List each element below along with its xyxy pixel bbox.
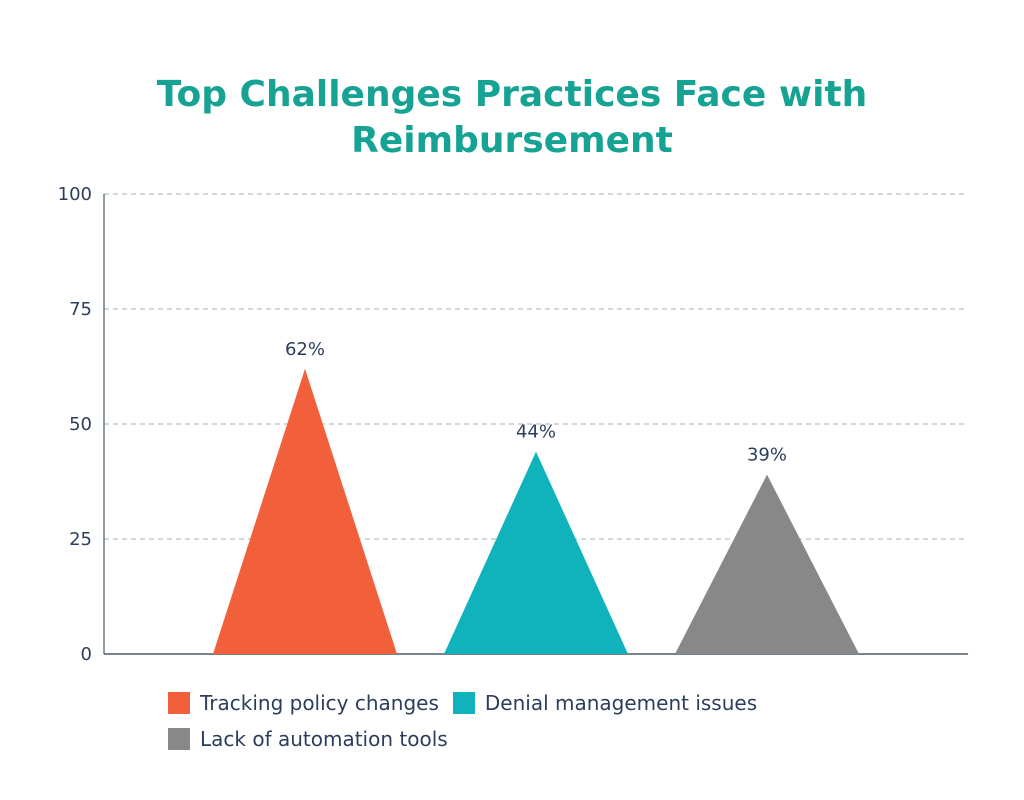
bar-2 — [675, 474, 859, 654]
legend-item-denial-management-issues: Denial management issues — [452, 690, 758, 716]
legend-label: Denial management issues — [484, 691, 758, 715]
legend-item-lack-of-automation-tools: Lack of automation tools — [168, 726, 888, 752]
chart-title: Top Challenges Practices Face with Reimb… — [0, 72, 1024, 164]
y-tick-label-0: 0 — [81, 644, 92, 665]
legend-swatch — [168, 728, 190, 750]
data-label-0: 62% — [285, 339, 325, 360]
y-tick-label-75: 75 — [69, 299, 92, 320]
legend-swatch — [452, 692, 475, 714]
bar-1 — [444, 451, 628, 654]
bars — [213, 368, 859, 654]
data-label-1: 44% — [516, 422, 556, 443]
legend-label: Tracking policy changes — [200, 691, 439, 715]
chart-title-line-1: Top Challenges Practices Face with — [156, 74, 868, 115]
y-tick-label-25: 25 — [69, 529, 92, 550]
legend-label: Lack of automation tools — [200, 727, 448, 751]
chart-title-line-2: Reimbursement — [351, 120, 673, 161]
legend: Tracking policy changes Denial managemen… — [168, 690, 888, 752]
y-tick-label-50: 50 — [69, 414, 92, 435]
legend-item-tracking-policy-changes: Tracking policy changes — [168, 690, 439, 716]
legend-swatch — [168, 692, 190, 714]
y-tick-label-100: 100 — [58, 184, 92, 205]
data-label-2: 39% — [747, 445, 787, 466]
data-labels: 62% 44% 39% — [285, 339, 787, 466]
bar-0 — [213, 368, 397, 654]
